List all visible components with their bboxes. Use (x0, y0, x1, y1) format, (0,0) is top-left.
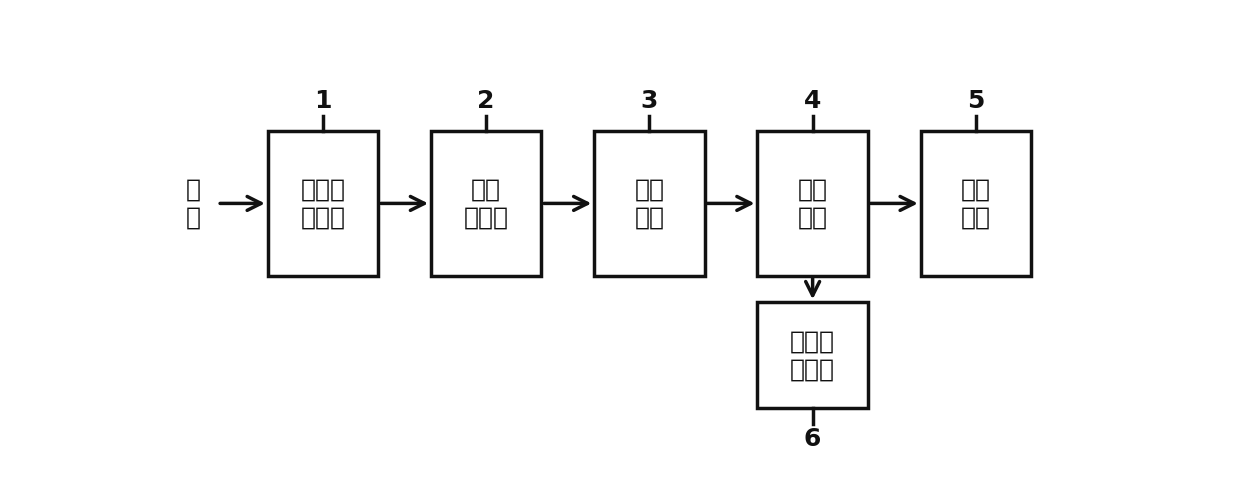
Text: 4: 4 (804, 89, 821, 113)
Bar (595, 131, 705, 276)
Text: 无线数
据传输: 无线数 据传输 (790, 329, 835, 381)
Text: 电
流: 电 流 (186, 177, 201, 229)
Text: 低通
滤波器: 低通 滤波器 (463, 177, 509, 229)
Bar (757, 302, 867, 408)
Text: 3: 3 (641, 89, 658, 113)
Text: 信号
处理: 信号 处理 (798, 177, 828, 229)
Text: 电流电
压转换: 电流电 压转换 (300, 177, 346, 229)
Text: 液晶
显示: 液晶 显示 (961, 177, 991, 229)
Bar (757, 131, 867, 276)
Text: 模数
转换: 模数 转换 (634, 177, 664, 229)
Bar (921, 131, 1031, 276)
Bar (268, 131, 378, 276)
Text: 1: 1 (315, 89, 332, 113)
Text: 2: 2 (477, 89, 494, 113)
Text: 5: 5 (968, 89, 985, 113)
Bar (431, 131, 541, 276)
Text: 6: 6 (804, 427, 821, 451)
